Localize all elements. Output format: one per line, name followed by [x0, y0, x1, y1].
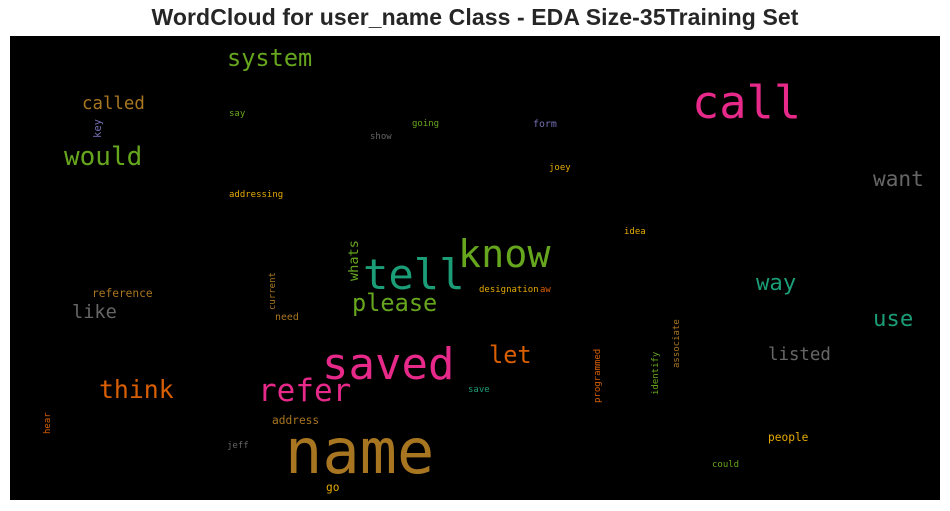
word-say: say [229, 109, 246, 119]
word-use: use [873, 306, 913, 332]
word-show: show [370, 132, 392, 142]
word-hear: hear [43, 412, 53, 434]
word-saved: saved [322, 339, 454, 390]
word-save: save [468, 385, 490, 395]
word-idea: idea [624, 227, 646, 237]
word-form: form [533, 119, 557, 130]
word-name: name [285, 415, 434, 488]
word-call: call [692, 76, 801, 129]
word-programmed: programmed [593, 349, 603, 403]
word-current: current [268, 272, 278, 310]
word-please: please [352, 289, 437, 317]
word-know: know [458, 232, 551, 277]
word-associate: associate [672, 319, 682, 368]
word-designation: designation [479, 285, 539, 295]
word-system: system [227, 44, 312, 72]
word-let: let [489, 341, 532, 369]
word-would: would [64, 142, 142, 172]
chart-title: WordCloud for user_name Class - EDA Size… [151, 4, 799, 30]
word-aw: aw [540, 285, 551, 295]
word-go: go [326, 481, 339, 494]
word-identify: identify [651, 351, 661, 395]
word-listed: listed [768, 345, 831, 365]
word-jeff: jeff [227, 441, 249, 451]
word-way: way [756, 270, 796, 296]
word-could: could [712, 460, 739, 470]
word-refer: refer [258, 373, 351, 409]
word-think: think [99, 375, 174, 404]
word-reference: reference [92, 287, 153, 300]
word-people: people [768, 431, 809, 444]
word-want: want [873, 166, 924, 191]
word-tell: tell [363, 250, 465, 299]
wordcloud-background [10, 36, 940, 500]
word-going: going [412, 119, 439, 129]
word-whats: whats [346, 240, 362, 281]
word-addressing: addressing [229, 190, 283, 200]
word-address: address [272, 414, 319, 427]
word-key: key [92, 119, 104, 138]
word-need: need [275, 312, 299, 323]
word-joey: joey [549, 163, 571, 173]
word-like: like [72, 302, 117, 323]
word-called: called [82, 94, 145, 114]
